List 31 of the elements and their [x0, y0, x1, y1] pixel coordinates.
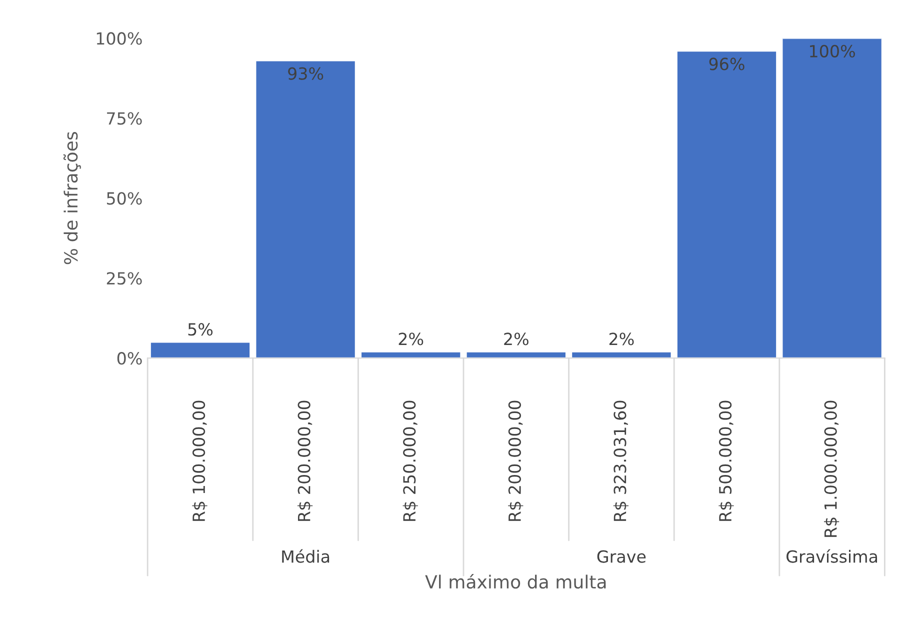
x-tick-label: R$ 323.031,60: [613, 400, 628, 521]
y-tick-label: 50%: [106, 192, 142, 205]
bar: [360, 350, 462, 358]
y-tick-label: 25%: [106, 272, 142, 285]
data-label: 93%: [288, 67, 324, 80]
data-label: 96%: [709, 58, 744, 70]
bar: [570, 350, 672, 358]
bar: [254, 60, 356, 358]
bar: [676, 50, 778, 358]
data-label: 5%: [188, 323, 213, 336]
data-label: 100%: [810, 44, 855, 58]
x-tick-label: R$ 1.000.000,00: [824, 400, 840, 537]
x-tick-label: R$ 100.000,00: [192, 400, 208, 521]
bar: [465, 350, 567, 358]
y-tick-label: 100%: [96, 32, 142, 45]
data-label: 2%: [398, 332, 424, 346]
bar: [781, 38, 883, 358]
bar: [150, 341, 251, 358]
x-tick-label: R$ 200.000,00: [297, 400, 313, 521]
data-label: 2%: [504, 332, 528, 346]
text: Média: [282, 549, 330, 563]
x-tick-label: R$ 200.000,00: [508, 400, 524, 521]
x-tick-label: R$ 500.000,00: [718, 400, 734, 521]
data-label: 2%: [609, 332, 634, 346]
x-axis-title: Vl máximo da multa: [425, 574, 606, 589]
y-tick-label: 0%: [117, 352, 142, 365]
y-tick-label: 75%: [107, 112, 142, 125]
x-tick-label: R$ 250.000,00: [402, 400, 418, 521]
text: Grave: [597, 550, 646, 563]
text: Gravíssima: [786, 549, 877, 563]
y-axis-title: % de infrações: [63, 132, 81, 264]
